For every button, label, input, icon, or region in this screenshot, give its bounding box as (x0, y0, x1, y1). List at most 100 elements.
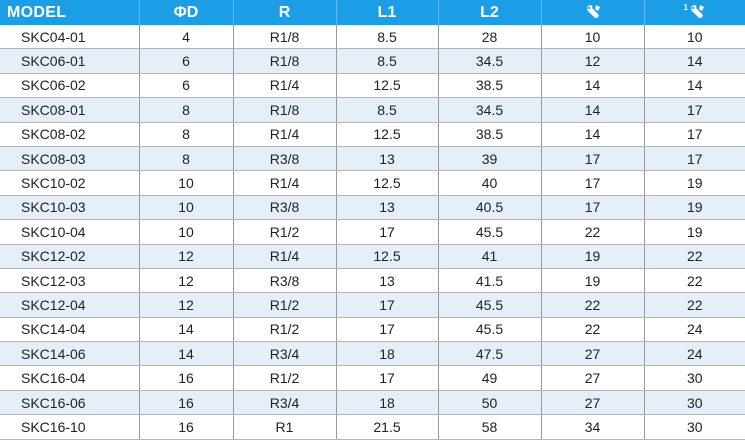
cell-thread: R1/8 (232, 48, 336, 74)
header-diameter: ΦD (138, 0, 233, 25)
cell-thread: R3/8 (232, 146, 336, 172)
cell-thread: R1/4 (232, 73, 336, 99)
cell-thread: R3/4 (232, 390, 336, 416)
header-wrench-size-2: 1 (643, 0, 745, 25)
header-l1: L1 (335, 0, 438, 25)
cell-thread: R1/2 (232, 365, 336, 391)
cell-wrench-size: 34 (540, 414, 644, 440)
cell-l1: 8.5 (335, 48, 438, 74)
cell-model: SKC06-02 (0, 73, 139, 99)
cell-thread: R1/8 (232, 97, 336, 123)
cell-thread: R1/4 (232, 122, 336, 147)
cell-l1: 17 (335, 365, 438, 391)
cell-wrench-size-2: 30 (643, 390, 745, 416)
cell-diameter: 14 (138, 341, 233, 367)
cell-l1: 12.5 (335, 244, 438, 269)
cell-wrench-size-2: 17 (643, 122, 745, 147)
cell-l2: 49 (437, 365, 541, 391)
cell-l1: 8.5 (335, 25, 438, 50)
cell-diameter: 16 (138, 390, 233, 416)
cell-thread: R1/2 (232, 317, 336, 343)
cell-l2: 34.5 (437, 48, 541, 74)
cell-model: SKC14-04 (0, 317, 139, 343)
cell-thread: R1/2 (232, 219, 336, 245)
cell-wrench-size-2: 22 (643, 268, 745, 294)
cell-l2: 45.5 (437, 292, 541, 318)
cell-thread: R3/8 (232, 268, 336, 294)
cell-wrench-size-2: 24 (643, 341, 745, 367)
table-row: SKC12-03 12 R3/8 13 41.5 19 22 (0, 268, 745, 294)
cell-wrench-size-2: 19 (643, 219, 745, 245)
cell-wrench-size-2: 14 (643, 73, 745, 99)
cell-wrench-size: 17 (540, 195, 644, 221)
cell-model: SKC06-01 (0, 48, 139, 74)
cell-l2: 47.5 (437, 341, 541, 367)
cell-wrench-size-2: 10 (643, 25, 745, 50)
cell-thread: R1/4 (232, 244, 336, 269)
cell-l1: 17 (335, 219, 438, 245)
cell-diameter: 12 (138, 292, 233, 318)
cell-wrench-size: 14 (540, 97, 644, 123)
header-l2: L2 (437, 0, 541, 25)
table-body: SKC04-01 4 R1/8 8.5 28 10 10 SKC06-01 6 R1/8 8.5 34… (0, 25, 745, 440)
cell-l2: 45.5 (437, 317, 541, 343)
cell-wrench-size: 17 (540, 170, 644, 196)
table-row: SKC10-04 10 R1/2 17 45.5 22 19 (0, 219, 745, 245)
cell-model: SKC08-01 (0, 97, 139, 123)
cell-wrench-size: 19 (540, 244, 644, 269)
cell-wrench-size-2: 17 (643, 146, 745, 172)
cell-wrench-size: 22 (540, 219, 644, 245)
cell-model: SKC12-02 (0, 244, 139, 269)
table-row: SKC14-04 14 R1/2 17 45.5 22 24 (0, 317, 745, 343)
cell-diameter: 16 (138, 365, 233, 391)
cell-l2: 50 (437, 390, 541, 416)
cell-l2: 40 (437, 170, 541, 196)
wrench-icon (690, 5, 704, 19)
cell-l2: 58 (437, 414, 541, 440)
cell-diameter: 6 (138, 73, 233, 99)
cell-wrench-size-2: 22 (643, 292, 745, 318)
cell-model: SKC16-04 (0, 365, 139, 391)
cell-diameter: 8 (138, 97, 233, 123)
cell-diameter: 16 (138, 414, 233, 440)
cell-thread: R1/4 (232, 170, 336, 196)
cell-wrench-size: 27 (540, 341, 644, 367)
cell-diameter: 10 (138, 195, 233, 221)
wrench-icon (586, 5, 600, 19)
cell-l2: 34.5 (437, 97, 541, 123)
table-row: SKC08-03 8 R3/8 13 39 17 17 (0, 146, 745, 172)
cell-model: SKC10-04 (0, 219, 139, 245)
header-row: MODEL ΦD R L1 L2 1 (0, 0, 745, 25)
table-row: SKC10-03 10 R3/8 13 40.5 17 19 (0, 195, 745, 221)
table-row: SKC14-06 14 R3/4 18 47.5 27 24 (0, 341, 745, 367)
cell-l1: 12.5 (335, 170, 438, 196)
cell-wrench-size: 22 (540, 292, 644, 318)
cell-wrench-size-2: 19 (643, 170, 745, 196)
table-row: SKC16-04 16 R1/2 17 49 27 30 (0, 365, 745, 391)
cell-l1: 17 (335, 292, 438, 318)
cell-wrench-size-2: 30 (643, 365, 745, 391)
table-row: SKC16-10 16 R1 21.5 58 34 30 (0, 414, 745, 440)
cell-thread: R3/8 (232, 195, 336, 221)
cell-model: SKC16-10 (0, 414, 139, 440)
header-wrench-size (540, 0, 644, 25)
cell-wrench-size: 14 (540, 73, 644, 99)
table-header: MODEL ΦD R L1 L2 1 (0, 0, 745, 25)
table-row: SKC08-02 8 R1/4 12.5 38.5 14 17 (0, 122, 745, 147)
cell-l1: 12.5 (335, 73, 438, 99)
cell-wrench-size: 14 (540, 122, 644, 147)
cell-wrench-size-2: 24 (643, 317, 745, 343)
cell-l1: 8.5 (335, 97, 438, 123)
table-row: SKC12-04 12 R1/2 17 45.5 22 22 (0, 292, 745, 318)
cell-l2: 40.5 (437, 195, 541, 221)
cell-l2: 28 (437, 25, 541, 50)
cell-l2: 41.5 (437, 268, 541, 294)
cell-wrench-size: 19 (540, 268, 644, 294)
cell-l1: 18 (335, 341, 438, 367)
table-row: SKC06-01 6 R1/8 8.5 34.5 12 14 (0, 48, 745, 74)
cell-model: SKC08-03 (0, 146, 139, 172)
cell-diameter: 4 (138, 25, 233, 50)
cell-l2: 45.5 (437, 219, 541, 245)
cell-thread: R1/2 (232, 292, 336, 318)
